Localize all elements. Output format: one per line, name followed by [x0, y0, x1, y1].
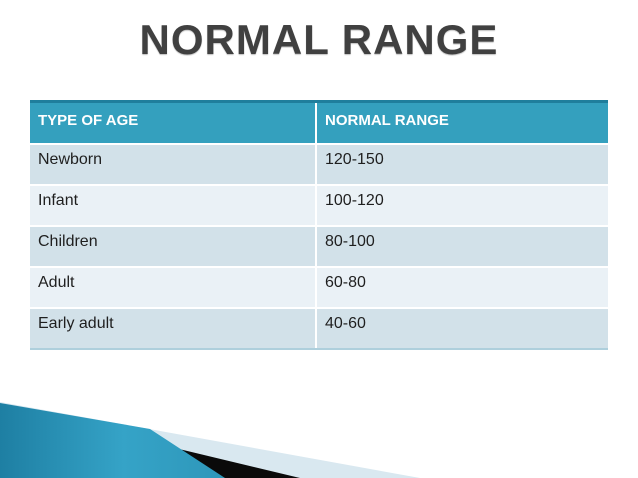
decorative-swoosh — [0, 402, 420, 478]
column-header-normal-range: NORMAL RANGE — [315, 103, 608, 143]
table-row: Children 80-100 — [30, 225, 608, 266]
cell-normal-range: 80-100 — [315, 227, 608, 266]
page-title: NORMAL RANGE — [139, 16, 499, 63]
cell-type-of-age: Adult — [38, 274, 75, 291]
cell-normal-range: 60-80 — [315, 268, 608, 307]
cell-type-of-age: Infant — [38, 192, 79, 209]
cell-type-of-age: Early adult — [38, 315, 114, 332]
table-row: Infant 100-120 — [30, 184, 608, 225]
column-header-type-of-age: TYPE OF AGE — [38, 112, 139, 129]
normal-range-table: TYPE OF AGE NORMAL RANGE Newborn 120-150… — [30, 100, 608, 350]
table-row: Adult 60-80 — [30, 266, 608, 307]
cell-type-of-age: Newborn — [38, 151, 103, 168]
table-header-row: TYPE OF AGE NORMAL RANGE — [30, 103, 608, 143]
cell-type-of-age: Children — [38, 233, 98, 250]
swoosh-teal-ribbon — [0, 403, 225, 478]
cell-normal-range: 100-120 — [315, 186, 608, 225]
cell-normal-range: 120-150 — [315, 145, 608, 184]
table-row: Early adult 40-60 — [30, 307, 608, 348]
cell-normal-range: 40-60 — [315, 309, 608, 348]
table-row: Newborn 120-150 — [30, 143, 608, 184]
